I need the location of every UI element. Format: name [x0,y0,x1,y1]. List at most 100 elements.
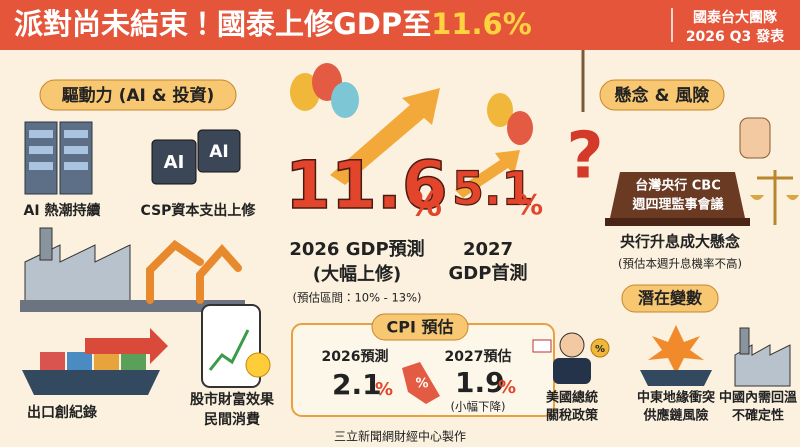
driver-label: 民間消費 [204,411,260,428]
section-pill [621,284,719,313]
section-pill [39,79,237,111]
cpi-note: (小幅下降) [451,400,506,414]
hand [739,117,771,159]
gdp-2026-unit: % [408,185,442,225]
phone-icon [201,304,271,388]
suit [553,358,591,384]
flag [532,339,552,353]
podium-base [605,218,750,226]
chip-label: AI [209,142,228,162]
person-icon [532,332,610,384]
bank-podium [605,172,750,226]
risk-note: (預估本週升息機率不高) [618,257,742,271]
server-slot [29,162,53,170]
scale-pan [750,195,764,200]
scale-icon [750,170,799,225]
badge-label: % [595,344,605,355]
smile [245,352,271,378]
robot-arm [146,239,204,304]
gdp-range: (預估區間：10% - 13%) [292,291,421,305]
variable-label: 不確定性 [732,408,784,424]
chip [151,139,197,185]
server-slot [29,130,53,138]
factory-small-icon [734,327,791,387]
variable-label: 中國內需回溫 [719,390,797,406]
scale-pan [786,195,799,200]
chip-icon [151,129,241,185]
head [559,332,585,358]
server-slot [64,146,88,154]
source-line: 國泰台大團隊 [693,9,778,26]
title-highlight: 11.6% [431,7,532,41]
explosion [648,325,704,374]
title-text: 派對尚未結束！國泰上修GDP至 [14,7,431,41]
container [121,352,146,370]
ship-icon [22,328,168,395]
cpi-label: 2027預估 [445,348,512,365]
gdp-label: (大幅上修) [313,263,401,285]
title: 派對尚未結束！國泰上修GDP至11.6% [14,7,532,41]
driver-label: 出口創紀錄 [27,404,97,421]
conveyor [20,300,245,312]
gdp-label: GDP首測 [449,262,528,284]
podium [610,172,745,218]
variable-label: 關稅政策 [546,408,599,424]
container [40,352,65,370]
footer: 三立新聞網財經中心製作 [334,429,466,444]
risk-main: 央行升息成大懸念 [620,233,740,251]
container [67,352,92,370]
chimney [39,227,53,261]
phone [201,304,261,388]
conflict-icon [640,325,712,386]
section-pill [599,79,725,111]
gdp-2027-value: 5.1 [452,162,534,216]
balloon [507,111,533,145]
server-slot [64,130,88,138]
export-arrow [85,328,168,364]
gdp-2027-unit: % [515,188,543,221]
driver-label: 股市財富效果 [190,391,275,408]
section-pill [371,313,469,341]
container [94,352,119,370]
gdp-label: 2026 GDP預測 [289,238,424,260]
cpi-unit: % [498,377,516,398]
chimney [739,327,750,355]
chip-label: AI [164,152,185,173]
phone-chart [208,329,250,371]
server-slot [64,162,88,170]
price-tag [402,362,440,404]
section-heading: 驅動力 (AI & 投資) [62,85,215,106]
coin [590,338,610,358]
question-mark: ? [566,120,603,194]
robot-arm [196,243,242,304]
variable-label: 中東地緣衝突 [637,390,715,406]
balloons [290,63,533,145]
ship-hull [22,370,160,395]
chip [197,129,241,173]
factory-icon [20,227,245,312]
sign-text: 台灣央行 CBC [635,178,721,194]
tag [402,362,440,404]
server-icon [24,121,93,195]
gdp-label: 2027 [463,239,513,260]
ship-hull [640,370,712,386]
section-heading: 潛在變數 [638,289,703,308]
variable-label: 供應鏈風險 [642,408,708,424]
cpi-heading: CPI 預估 [387,318,454,337]
cpi-value: 1.9 [455,366,505,399]
cpi-value: 2.1 [332,368,382,401]
driver-label: CSP資本支出上修 [141,202,257,219]
sign-text: 週四理監事會議 [631,197,723,213]
variable-label: 美國總統 [546,390,598,406]
cpi-unit: % [375,379,393,400]
factory-building [24,244,131,311]
gdp-2026-value: 11.6 [285,147,448,224]
header-bar [0,0,800,50]
server-slot [29,146,53,154]
cpi-label: 2026預測 [322,348,389,365]
driver-label: AI 熱潮持續 [24,202,101,219]
tag-label: % [415,377,428,392]
